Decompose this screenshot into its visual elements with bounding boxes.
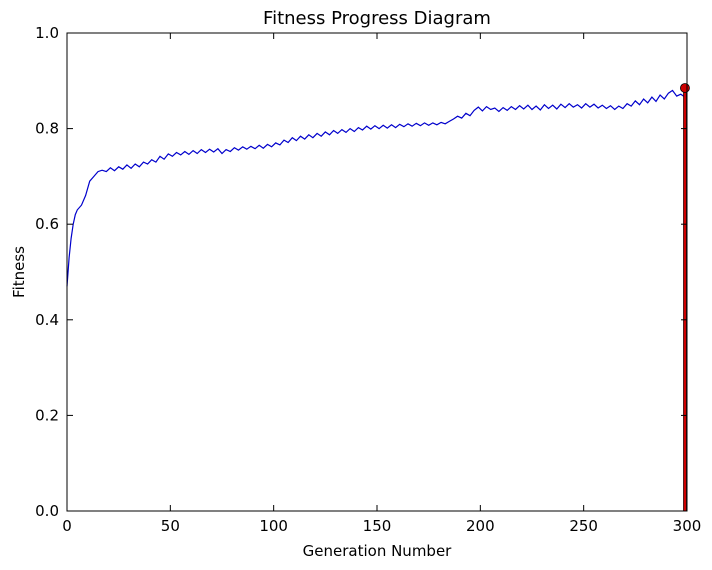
best-generation-bar: [683, 87, 687, 512]
x-tick-label: 50: [161, 517, 180, 535]
y-tick-label: 0.2: [35, 406, 59, 424]
x-tick-label: 150: [363, 517, 392, 535]
x-axis-label: Generation Number: [303, 542, 453, 560]
x-tick-label: 200: [466, 517, 495, 535]
x-tick-label: 250: [569, 517, 598, 535]
x-tick-label: 0: [62, 517, 72, 535]
y-tick-label: 0.0: [35, 502, 59, 520]
plot-frame: [66, 32, 688, 512]
y-tick-label: 1.0: [35, 24, 59, 42]
y-axis-label: Fitness: [10, 246, 28, 298]
x-tick-label: 100: [259, 517, 288, 535]
series-line: [66, 89, 688, 287]
y-tick-label: 0.6: [35, 215, 59, 233]
axis-ticks: 0 50 100 150 200 250 300 0.0 0.2 0.4 0.6 0.8 1.0: [35, 24, 701, 535]
chart-title: Fitness Progress Diagram: [263, 8, 491, 29]
best-fitness-point: [680, 83, 690, 93]
y-tick-label: 0.4: [35, 311, 59, 329]
x-tick-label: 300: [673, 517, 702, 535]
y-tick-label: 0.8: [35, 120, 59, 138]
plot-area: [66, 83, 690, 512]
